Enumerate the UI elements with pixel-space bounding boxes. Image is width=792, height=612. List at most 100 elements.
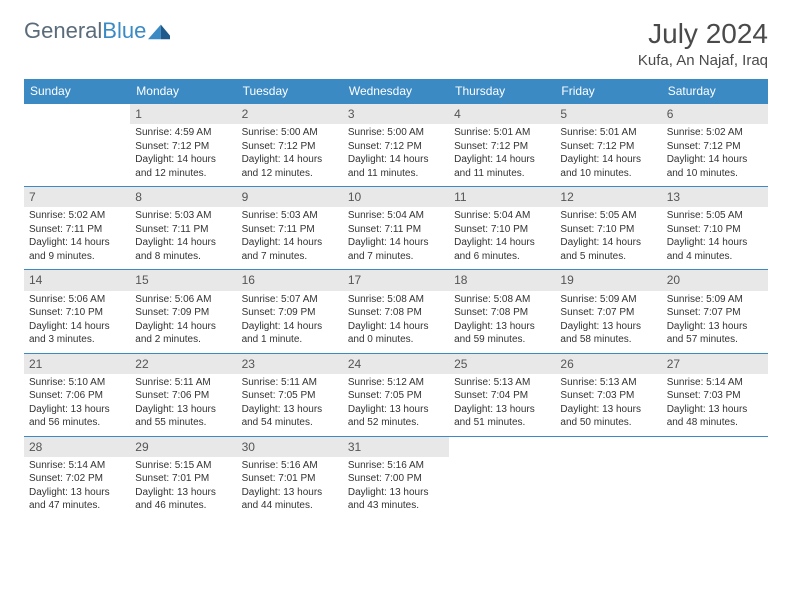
day-cell: 9Sunrise: 5:03 AMSunset: 7:11 PMDaylight… bbox=[237, 187, 343, 270]
line-label: Sunset: bbox=[560, 224, 594, 235]
day-cell: 12Sunrise: 5:05 AMSunset: 7:10 PMDayligh… bbox=[555, 187, 661, 270]
line-label: Sunrise: bbox=[135, 460, 172, 471]
day-line: Daylight: 14 hours and 11 minutes. bbox=[454, 153, 550, 180]
line-value: 5:06 AM bbox=[172, 294, 211, 305]
day-number: 22 bbox=[130, 354, 236, 374]
line-label: Sunset: bbox=[454, 141, 488, 152]
day-line: Sunrise: 5:00 AM bbox=[242, 126, 338, 140]
month-title: July 2024 bbox=[638, 18, 768, 50]
line-label: Sunrise: bbox=[348, 127, 385, 138]
day-line: Sunset: 7:03 PM bbox=[560, 389, 656, 403]
line-label: Sunrise: bbox=[560, 294, 597, 305]
day-number: 14 bbox=[24, 270, 130, 290]
day-line: Sunrise: 5:01 AM bbox=[560, 126, 656, 140]
line-label: Daylight: bbox=[348, 237, 387, 248]
day-line: Sunrise: 5:16 AM bbox=[242, 459, 338, 473]
line-label: Daylight: bbox=[560, 154, 599, 165]
line-label: Daylight: bbox=[135, 487, 174, 498]
location: Kufa, An Najaf, Iraq bbox=[638, 52, 768, 69]
line-label: Sunrise: bbox=[667, 127, 704, 138]
day-line: Sunset: 7:11 PM bbox=[29, 223, 125, 237]
line-label: Daylight: bbox=[242, 237, 281, 248]
line-label: Daylight: bbox=[135, 321, 174, 332]
weekday-header: Wednesday bbox=[343, 79, 449, 104]
day-line: Daylight: 14 hours and 1 minute. bbox=[242, 320, 338, 347]
logo-triangle-icon bbox=[148, 22, 170, 40]
day-number: 31 bbox=[343, 437, 449, 457]
day-line: Sunset: 7:12 PM bbox=[135, 140, 231, 154]
line-label: Daylight: bbox=[29, 404, 68, 415]
line-value: 7:05 PM bbox=[382, 390, 422, 401]
line-value: 5:03 AM bbox=[172, 210, 211, 221]
day-line: Sunrise: 5:05 AM bbox=[560, 209, 656, 223]
empty-cell bbox=[555, 436, 661, 519]
day-line: Sunset: 7:12 PM bbox=[560, 140, 656, 154]
line-label: Sunset: bbox=[242, 224, 276, 235]
day-line: Sunrise: 5:14 AM bbox=[29, 459, 125, 473]
day-line: Daylight: 13 hours and 43 minutes. bbox=[348, 486, 444, 513]
line-value: 5:14 AM bbox=[703, 377, 742, 388]
line-label: Daylight: bbox=[242, 321, 281, 332]
line-label: Sunrise: bbox=[454, 377, 491, 388]
line-value: 5:03 AM bbox=[278, 210, 317, 221]
line-value: 7:07 PM bbox=[594, 307, 634, 318]
day-line: Sunset: 7:00 PM bbox=[348, 472, 444, 486]
day-number: 18 bbox=[449, 270, 555, 290]
calendar-table: SundayMondayTuesdayWednesdayThursdayFrid… bbox=[24, 79, 768, 519]
weekday-row: SundayMondayTuesdayWednesdayThursdayFrid… bbox=[24, 79, 768, 104]
day-line: Sunset: 7:11 PM bbox=[242, 223, 338, 237]
calendar-body: 1Sunrise: 4:59 AMSunset: 7:12 PMDaylight… bbox=[24, 104, 768, 519]
day-number: 2 bbox=[237, 104, 343, 124]
day-line: Sunrise: 5:11 AM bbox=[135, 376, 231, 390]
line-value: 5:08 AM bbox=[385, 294, 424, 305]
line-value: 5:16 AM bbox=[385, 460, 424, 471]
day-line: Daylight: 13 hours and 52 minutes. bbox=[348, 403, 444, 430]
line-label: Sunset: bbox=[560, 141, 594, 152]
day-cell: 28Sunrise: 5:14 AMSunset: 7:02 PMDayligh… bbox=[24, 436, 130, 519]
line-label: Sunset: bbox=[348, 390, 382, 401]
line-value: 7:11 PM bbox=[275, 224, 314, 235]
day-cell: 11Sunrise: 5:04 AMSunset: 7:10 PMDayligh… bbox=[449, 187, 555, 270]
day-cell: 4Sunrise: 5:01 AMSunset: 7:12 PMDaylight… bbox=[449, 104, 555, 187]
day-line: Sunrise: 5:03 AM bbox=[135, 209, 231, 223]
line-label: Sunset: bbox=[667, 307, 701, 318]
day-number: 28 bbox=[24, 437, 130, 457]
day-line: Daylight: 14 hours and 10 minutes. bbox=[560, 153, 656, 180]
day-line: Sunset: 7:10 PM bbox=[560, 223, 656, 237]
day-line: Daylight: 13 hours and 55 minutes. bbox=[135, 403, 231, 430]
day-line: Sunrise: 5:06 AM bbox=[29, 293, 125, 307]
day-cell: 31Sunrise: 5:16 AMSunset: 7:00 PMDayligh… bbox=[343, 436, 449, 519]
weekday-header: Sunday bbox=[24, 79, 130, 104]
day-line: Sunset: 7:04 PM bbox=[454, 389, 550, 403]
line-value: 7:09 PM bbox=[169, 307, 209, 318]
line-value: 5:11 AM bbox=[172, 377, 211, 388]
day-cell: 22Sunrise: 5:11 AMSunset: 7:06 PMDayligh… bbox=[130, 353, 236, 436]
calendar-head: SundayMondayTuesdayWednesdayThursdayFrid… bbox=[24, 79, 768, 104]
line-value: 7:00 PM bbox=[382, 473, 422, 484]
line-value: 7:12 PM bbox=[488, 141, 528, 152]
line-value: 7:03 PM bbox=[701, 390, 741, 401]
day-line: Daylight: 14 hours and 12 minutes. bbox=[242, 153, 338, 180]
day-line: Daylight: 14 hours and 8 minutes. bbox=[135, 236, 231, 263]
line-value: 7:11 PM bbox=[63, 224, 102, 235]
day-cell: 5Sunrise: 5:01 AMSunset: 7:12 PMDaylight… bbox=[555, 104, 661, 187]
day-number: 9 bbox=[237, 187, 343, 207]
line-label: Daylight: bbox=[667, 154, 706, 165]
day-cell: 7Sunrise: 5:02 AMSunset: 7:11 PMDaylight… bbox=[24, 187, 130, 270]
day-line: Daylight: 14 hours and 10 minutes. bbox=[667, 153, 763, 180]
weekday-header: Thursday bbox=[449, 79, 555, 104]
day-cell: 20Sunrise: 5:09 AMSunset: 7:07 PMDayligh… bbox=[662, 270, 768, 353]
day-cell: 14Sunrise: 5:06 AMSunset: 7:10 PMDayligh… bbox=[24, 270, 130, 353]
day-line: Daylight: 14 hours and 3 minutes. bbox=[29, 320, 125, 347]
day-cell: 2Sunrise: 5:00 AMSunset: 7:12 PMDaylight… bbox=[237, 104, 343, 187]
line-label: Sunrise: bbox=[29, 377, 66, 388]
line-label: Sunset: bbox=[135, 307, 169, 318]
day-line: Sunrise: 5:04 AM bbox=[348, 209, 444, 223]
day-number: 8 bbox=[130, 187, 236, 207]
line-label: Sunrise: bbox=[135, 294, 172, 305]
line-label: Daylight: bbox=[242, 404, 281, 415]
day-line: Sunset: 7:03 PM bbox=[667, 389, 763, 403]
line-value: 7:10 PM bbox=[488, 224, 528, 235]
day-line: Sunset: 7:09 PM bbox=[242, 306, 338, 320]
day-cell: 23Sunrise: 5:11 AMSunset: 7:05 PMDayligh… bbox=[237, 353, 343, 436]
